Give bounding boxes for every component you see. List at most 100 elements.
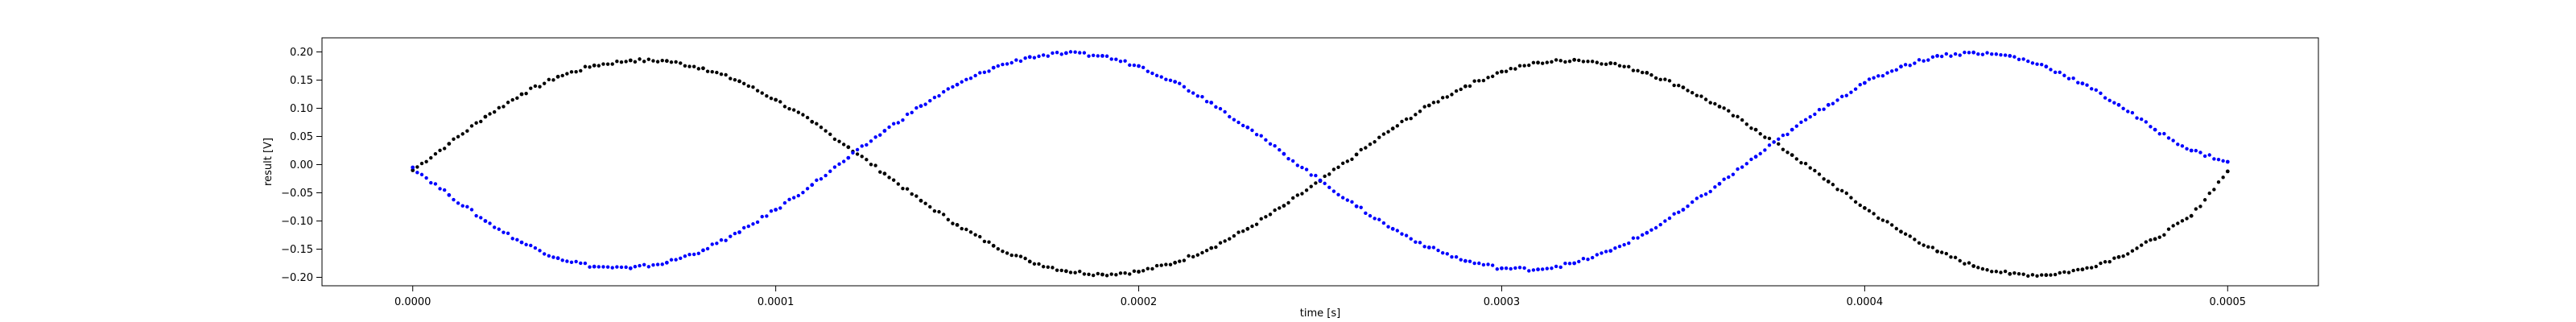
sample-dot xyxy=(2139,243,2144,247)
sample-dot xyxy=(1096,54,1100,58)
sample-dot xyxy=(923,102,927,106)
sample-dot xyxy=(488,221,492,225)
sample-dot xyxy=(1708,101,1712,105)
sample-dot xyxy=(1223,239,1227,243)
sample-dot xyxy=(1104,54,1109,58)
sample-dot xyxy=(769,97,774,101)
sample-dot xyxy=(910,192,914,196)
sample-dot xyxy=(729,76,733,80)
sample-dot xyxy=(1037,262,1041,266)
sample-dot xyxy=(1690,200,1695,204)
sample-dot xyxy=(1218,241,1223,245)
sample-dot xyxy=(574,259,578,264)
x-tick-label: 0.0002 xyxy=(1121,296,1158,308)
sample-dot xyxy=(1414,240,1418,244)
sample-dot xyxy=(1749,126,1753,130)
sample-dot xyxy=(1078,269,1082,274)
sample-dot xyxy=(1327,185,1331,189)
sample-dot xyxy=(1699,194,1703,198)
sample-dot xyxy=(951,221,955,225)
sample-dot xyxy=(1350,200,1354,204)
sample-dot xyxy=(1486,262,1490,266)
sample-dot xyxy=(1822,107,1826,111)
sample-dot xyxy=(1395,124,1400,128)
sample-dot xyxy=(1708,189,1712,194)
sample-dot xyxy=(1073,50,1077,54)
sample-dot xyxy=(1014,58,1018,62)
data-point xyxy=(664,260,669,265)
sample-dot xyxy=(1989,52,1994,56)
sample-dot xyxy=(1967,51,1971,55)
sample-dot xyxy=(1290,196,1295,200)
sample-dot xyxy=(1468,84,1472,89)
sample-dot xyxy=(1567,262,1572,266)
data-point xyxy=(447,142,452,147)
sample-dot xyxy=(1613,246,1617,250)
sample-dot xyxy=(1381,221,1386,225)
sample-dot xyxy=(696,67,701,71)
sample-dot xyxy=(946,87,951,91)
data-point xyxy=(1935,54,1939,58)
data-point xyxy=(1500,266,1504,270)
sample-dot xyxy=(769,208,774,213)
sample-dot xyxy=(1023,56,1027,60)
sample-dot xyxy=(1653,76,1658,80)
sample-dot xyxy=(1477,261,1481,266)
sample-dot xyxy=(760,214,764,219)
sample-dot xyxy=(1150,71,1154,76)
sample-dot xyxy=(669,258,674,262)
sample-dot xyxy=(1867,77,1872,81)
sample-dot xyxy=(2094,264,2099,269)
data-point xyxy=(774,97,778,102)
data-point xyxy=(1971,264,1976,268)
sample-dot xyxy=(746,84,751,89)
sample-dot xyxy=(1831,101,1835,105)
sample-dot xyxy=(588,265,592,269)
sample-dot xyxy=(691,252,696,257)
sample-dot xyxy=(1617,64,1622,68)
sample-dot xyxy=(832,165,837,169)
sample-dot xyxy=(1300,192,1304,196)
sample-dot xyxy=(1949,255,1953,259)
data-point xyxy=(2116,254,2121,259)
sample-dot xyxy=(1055,268,1059,272)
sample-dot xyxy=(1182,258,1187,262)
sample-dot xyxy=(928,204,932,209)
sample-dot xyxy=(719,237,724,242)
sample-dot xyxy=(1323,181,1327,186)
sample-dot xyxy=(1300,165,1304,170)
sample-dot xyxy=(674,258,678,262)
sample-dot xyxy=(679,61,683,65)
sample-dot xyxy=(2221,175,2225,180)
sample-dot xyxy=(438,187,442,191)
sample-dot xyxy=(660,262,664,266)
sample-dot xyxy=(1858,203,1862,208)
sample-dot xyxy=(633,60,638,64)
sample-dot xyxy=(1640,70,1645,75)
data-point xyxy=(664,59,669,64)
sample-dot xyxy=(2026,59,2030,64)
sample-dot xyxy=(442,188,447,192)
sample-dot xyxy=(510,237,514,241)
sample-dot xyxy=(715,70,719,75)
sample-dot xyxy=(1930,55,1935,60)
sample-dot xyxy=(2126,252,2130,256)
data-point xyxy=(1063,269,1068,274)
sample-dot xyxy=(610,266,614,270)
sample-dot xyxy=(601,62,605,66)
data-point xyxy=(1753,155,1758,159)
sample-dot xyxy=(1295,193,1300,197)
sample-dot xyxy=(2149,125,2153,129)
sample-dot xyxy=(1223,109,1227,114)
sample-dot xyxy=(973,73,977,78)
sample-dot xyxy=(937,93,941,98)
sample-dot xyxy=(1785,151,1790,155)
plot-frame xyxy=(321,37,2319,287)
sample-dot xyxy=(1055,50,1059,55)
sample-dot xyxy=(1250,128,1254,133)
data-point xyxy=(1862,206,1867,210)
sample-dot xyxy=(1727,109,1731,113)
sample-dot xyxy=(1953,255,1958,260)
sample-dot xyxy=(2202,198,2207,202)
data-point xyxy=(1899,64,1903,69)
